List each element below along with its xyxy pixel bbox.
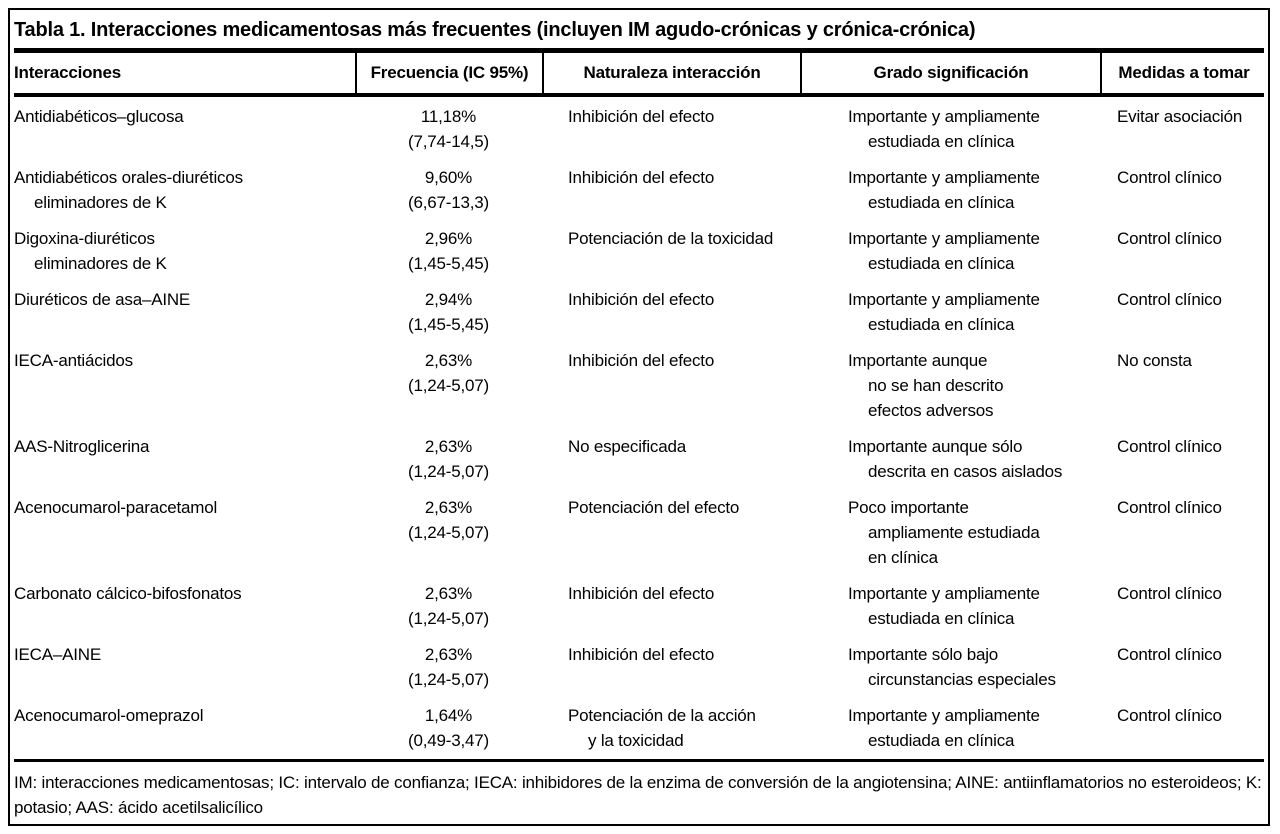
cell-grado: Importante aunque sólo descrita en casos… bbox=[848, 437, 1063, 481]
table-title: Tabla 1. Interacciones medicamentosas má… bbox=[14, 19, 976, 41]
table-row: AAS-Nitroglicerina 2,63% (1,24-5,07) No … bbox=[14, 429, 1264, 490]
cell-grado: Importante y ampliamente estudiada en cl… bbox=[848, 168, 1040, 212]
table-row: IECA–AINE 2,63% (1,24-5,07) Inhibición d… bbox=[14, 637, 1264, 698]
table-footnote: IM: interacciones medicamentosas; IC: in… bbox=[14, 773, 1262, 817]
table-row: IECA-antiácidos 2,63% (1,24-5,07) Inhibi… bbox=[14, 343, 1264, 429]
column-header-medidas: Medidas a tomar bbox=[1100, 53, 1266, 93]
column-header-grado: Grado significación bbox=[800, 53, 1100, 93]
cell-medidas: Control clínico bbox=[1117, 168, 1222, 187]
table-row: Acenocumarol-omeprazol 1,64% (0,49-3,47)… bbox=[14, 698, 1264, 759]
table-row: Antidiabéticos orales-diuréticos elimina… bbox=[14, 160, 1264, 221]
cell-grado: Importante y ampliamente estudiada en cl… bbox=[848, 706, 1040, 750]
cell-medidas: Control clínico bbox=[1117, 437, 1222, 456]
cell-interacciones: Diuréticos de asa–AINE bbox=[14, 290, 191, 309]
cell-interacciones: Acenocumarol-paracetamol bbox=[14, 498, 218, 517]
table-row: Acenocumarol-paracetamol 2,63% (1,24-5,0… bbox=[14, 490, 1264, 576]
cell-medidas: Evitar asociación bbox=[1117, 107, 1243, 126]
cell-naturaleza: Potenciación del efecto bbox=[568, 498, 740, 517]
cell-naturaleza: Inhibición del efecto bbox=[568, 107, 715, 126]
horizontal-rule-top bbox=[14, 48, 1264, 53]
cell-interacciones: Antidiabéticos orales-diuréticos elimina… bbox=[14, 168, 243, 212]
table-row: Digoxina-diuréticos eliminadores de K 2,… bbox=[14, 221, 1264, 282]
cell-frecuencia: 9,60% (6,67-13,3) bbox=[408, 168, 489, 212]
cell-naturaleza: Inhibición del efecto bbox=[568, 584, 715, 603]
cell-interacciones: Digoxina-diuréticos eliminadores de K bbox=[14, 229, 167, 273]
cell-medidas: Control clínico bbox=[1117, 290, 1222, 309]
cell-naturaleza: Inhibición del efecto bbox=[568, 351, 715, 370]
cell-frecuencia: 11,18% (7,74-14,5) bbox=[408, 107, 489, 151]
cell-interacciones: Carbonato cálcico-bifosfonatos bbox=[14, 584, 242, 603]
table-inner: Tabla 1. Interacciones medicamentosas má… bbox=[10, 10, 1268, 820]
cell-grado: Importante aunque no se han descrito efe… bbox=[848, 351, 1004, 420]
table-row: Antidiabéticos–glucosa 11,18% (7,74-14,5… bbox=[14, 99, 1264, 160]
cell-medidas: Control clínico bbox=[1117, 498, 1222, 517]
cell-medidas: Control clínico bbox=[1117, 584, 1222, 603]
horizontal-rule-header bbox=[14, 93, 1264, 97]
cell-interacciones: Acenocumarol-omeprazol bbox=[14, 706, 204, 725]
cell-medidas: Control clínico bbox=[1117, 229, 1222, 248]
cell-interacciones: AAS-Nitroglicerina bbox=[14, 437, 150, 456]
column-header-interacciones: Interacciones bbox=[14, 63, 122, 82]
cell-grado: Importante y ampliamente estudiada en cl… bbox=[848, 584, 1040, 628]
cell-grado: Poco importante ampliamente estudiada en… bbox=[848, 498, 1040, 567]
cell-medidas: Control clínico bbox=[1117, 645, 1222, 664]
table-body: Antidiabéticos–glucosa 11,18% (7,74-14,5… bbox=[14, 97, 1264, 759]
cell-naturaleza: Potenciación de la acción y la toxicidad bbox=[568, 706, 756, 750]
horizontal-rule-bottom bbox=[14, 759, 1264, 762]
cell-medidas: No consta bbox=[1117, 351, 1192, 370]
cell-frecuencia: 2,63% (1,24-5,07) bbox=[408, 351, 489, 395]
column-header-naturaleza: Naturaleza interacción bbox=[542, 53, 800, 93]
table-figure: Tabla 1. Interacciones medicamentosas má… bbox=[8, 8, 1270, 826]
cell-frecuencia: 1,64% (0,49-3,47) bbox=[408, 706, 489, 750]
cell-frecuencia: 2,63% (1,24-5,07) bbox=[408, 498, 489, 542]
cell-grado: Importante y ampliamente estudiada en cl… bbox=[848, 229, 1040, 273]
table-row: Carbonato cálcico-bifosfonatos 2,63% (1,… bbox=[14, 576, 1264, 637]
cell-interacciones: IECA-antiácidos bbox=[14, 351, 133, 370]
cell-frecuencia: 2,63% (1,24-5,07) bbox=[408, 645, 489, 689]
cell-interacciones: IECA–AINE bbox=[14, 645, 102, 664]
table-header-row: Interacciones Frecuencia (IC 95%) Natura… bbox=[14, 53, 1264, 93]
cell-grado: Importante y ampliamente estudiada en cl… bbox=[848, 290, 1040, 334]
cell-naturaleza: Inhibición del efecto bbox=[568, 645, 715, 664]
cell-grado: Importante sólo bajo circunstancias espe… bbox=[848, 645, 1056, 689]
cell-naturaleza: Inhibición del efecto bbox=[568, 290, 715, 309]
cell-frecuencia: 2,94% (1,45-5,45) bbox=[408, 290, 489, 334]
cell-frecuencia: 2,63% (1,24-5,07) bbox=[408, 437, 489, 481]
cell-grado: Importante y ampliamente estudiada en cl… bbox=[848, 107, 1040, 151]
table-row: Diuréticos de asa–AINE 2,94% (1,45-5,45)… bbox=[14, 282, 1264, 343]
cell-naturaleza: Inhibición del efecto bbox=[568, 168, 715, 187]
cell-medidas: Control clínico bbox=[1117, 706, 1222, 725]
column-header-frecuencia: Frecuencia (IC 95%) bbox=[355, 53, 542, 93]
cell-frecuencia: 2,96% (1,45-5,45) bbox=[408, 229, 489, 273]
cell-naturaleza: Potenciación de la toxicidad bbox=[568, 229, 774, 248]
cell-interacciones: Antidiabéticos–glucosa bbox=[14, 107, 184, 126]
cell-naturaleza: No especificada bbox=[568, 437, 686, 456]
cell-frecuencia: 2,63% (1,24-5,07) bbox=[408, 584, 489, 628]
